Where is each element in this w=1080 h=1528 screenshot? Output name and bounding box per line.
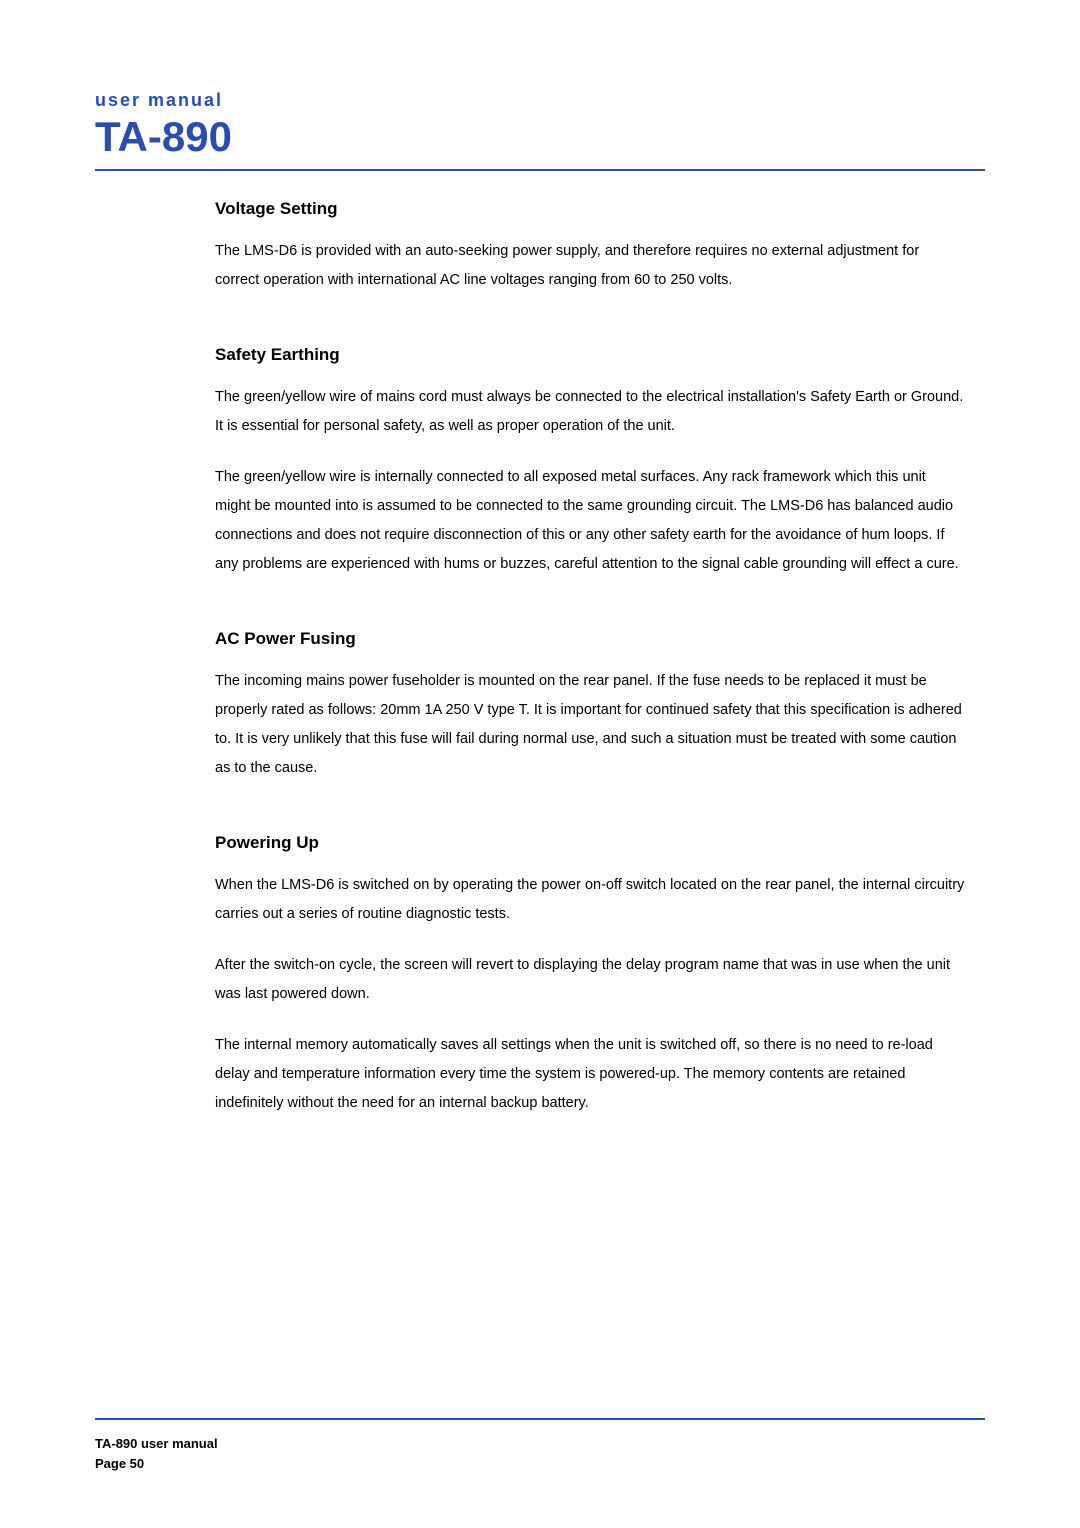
body-paragraph: The internal memory automatically saves …	[215, 1031, 965, 1118]
section-title-powering: Powering Up	[215, 833, 965, 853]
section-title-fusing: AC Power Fusing	[215, 629, 965, 649]
body-paragraph: When the LMS-D6 is switched on by operat…	[215, 871, 965, 929]
page-footer: TA-890 user manual Page 50	[95, 1418, 985, 1473]
footer-line-1: TA-890 user manual	[95, 1434, 985, 1454]
section-title-voltage: Voltage Setting	[215, 199, 965, 219]
header-rule	[95, 169, 985, 171]
header-subtitle: user manual	[95, 90, 985, 111]
header-title: TA-890	[95, 113, 985, 161]
body-paragraph: The green/yellow wire of mains cord must…	[215, 383, 965, 441]
footer-rule	[95, 1418, 985, 1420]
body-paragraph: After the switch-on cycle, the screen wi…	[215, 951, 965, 1009]
body-content: Voltage Setting The LMS-D6 is provided w…	[215, 199, 965, 1118]
body-paragraph: The green/yellow wire is internally conn…	[215, 463, 965, 579]
footer-line-2: Page 50	[95, 1454, 985, 1474]
body-paragraph: The LMS-D6 is provided with an auto-seek…	[215, 237, 965, 295]
section-title-earthing: Safety Earthing	[215, 345, 965, 365]
page-header: user manual TA-890	[95, 90, 985, 161]
body-paragraph: The incoming mains power fuseholder is m…	[215, 667, 965, 783]
page-container: user manual TA-890 Voltage Setting The L…	[0, 0, 1080, 1528]
